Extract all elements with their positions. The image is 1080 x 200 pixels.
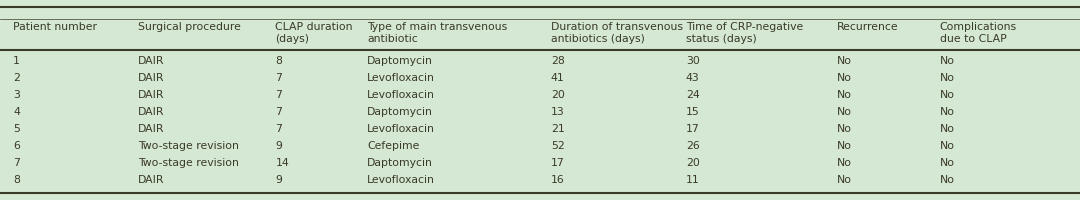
Text: No: No: [940, 124, 955, 134]
Text: Daptomycin: Daptomycin: [367, 158, 433, 168]
Text: No: No: [940, 175, 955, 185]
Text: 28: 28: [551, 56, 565, 66]
Text: 21: 21: [551, 124, 565, 134]
Text: 30: 30: [686, 56, 700, 66]
Text: 7: 7: [275, 124, 282, 134]
Text: 17: 17: [686, 124, 700, 134]
Text: 43: 43: [686, 73, 700, 83]
Text: No: No: [940, 90, 955, 100]
Text: Daptomycin: Daptomycin: [367, 56, 433, 66]
Text: CLAP duration
(days): CLAP duration (days): [275, 22, 353, 44]
Text: Duration of transvenous
antibiotics (days): Duration of transvenous antibiotics (day…: [551, 22, 683, 44]
Text: 13: 13: [551, 107, 565, 117]
Text: 2: 2: [13, 73, 19, 83]
Text: No: No: [940, 141, 955, 151]
Text: No: No: [837, 107, 852, 117]
Text: No: No: [940, 107, 955, 117]
Text: 9: 9: [275, 141, 282, 151]
Text: No: No: [837, 73, 852, 83]
Text: 15: 15: [686, 107, 700, 117]
Text: Recurrence: Recurrence: [837, 22, 899, 32]
Text: Levofloxacin: Levofloxacin: [367, 175, 435, 185]
Text: No: No: [837, 124, 852, 134]
Text: 7: 7: [275, 90, 282, 100]
Text: 1: 1: [13, 56, 19, 66]
Text: Daptomycin: Daptomycin: [367, 107, 433, 117]
Text: Patient number: Patient number: [13, 22, 97, 32]
Text: No: No: [837, 158, 852, 168]
Text: No: No: [940, 56, 955, 66]
Text: No: No: [940, 73, 955, 83]
Text: Levofloxacin: Levofloxacin: [367, 124, 435, 134]
Text: No: No: [940, 158, 955, 168]
Text: 6: 6: [13, 141, 19, 151]
Text: 8: 8: [275, 56, 282, 66]
Text: Surgical procedure: Surgical procedure: [138, 22, 241, 32]
Text: Type of main transvenous
antibiotic: Type of main transvenous antibiotic: [367, 22, 508, 44]
Text: Time of CRP-negative
status (days): Time of CRP-negative status (days): [686, 22, 804, 44]
Text: DAIR: DAIR: [138, 124, 165, 134]
Text: 11: 11: [686, 175, 700, 185]
Text: Two-stage revision: Two-stage revision: [138, 141, 239, 151]
Text: 17: 17: [551, 158, 565, 168]
Text: DAIR: DAIR: [138, 73, 165, 83]
Text: No: No: [837, 141, 852, 151]
Text: 20: 20: [686, 158, 700, 168]
Text: Cefepime: Cefepime: [367, 141, 419, 151]
Text: 52: 52: [551, 141, 565, 151]
Text: 5: 5: [13, 124, 19, 134]
Text: DAIR: DAIR: [138, 175, 165, 185]
Text: 3: 3: [13, 90, 19, 100]
Text: Levofloxacin: Levofloxacin: [367, 90, 435, 100]
Text: 24: 24: [686, 90, 700, 100]
Text: No: No: [837, 56, 852, 66]
Text: 4: 4: [13, 107, 19, 117]
Text: 7: 7: [275, 73, 282, 83]
Text: No: No: [837, 175, 852, 185]
Text: 20: 20: [551, 90, 565, 100]
Text: Two-stage revision: Two-stage revision: [138, 158, 239, 168]
Text: DAIR: DAIR: [138, 56, 165, 66]
Text: 16: 16: [551, 175, 565, 185]
Text: Levofloxacin: Levofloxacin: [367, 73, 435, 83]
Text: 9: 9: [275, 175, 282, 185]
Text: DAIR: DAIR: [138, 90, 165, 100]
Text: 7: 7: [275, 107, 282, 117]
Text: 14: 14: [275, 158, 289, 168]
Text: DAIR: DAIR: [138, 107, 165, 117]
Text: 7: 7: [13, 158, 19, 168]
Text: No: No: [837, 90, 852, 100]
Text: 41: 41: [551, 73, 565, 83]
Text: 8: 8: [13, 175, 19, 185]
Text: 26: 26: [686, 141, 700, 151]
Text: Complications
due to CLAP: Complications due to CLAP: [940, 22, 1016, 44]
